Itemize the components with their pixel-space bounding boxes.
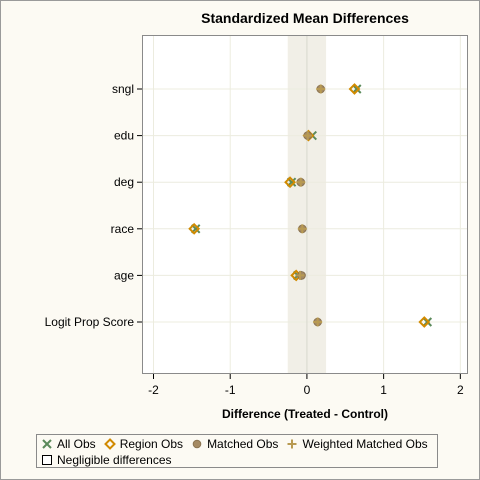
legend-item-region-obs: Region Obs bbox=[103, 437, 184, 451]
point-all-obs bbox=[352, 84, 362, 94]
point-region-obs bbox=[284, 176, 296, 189]
legend-label: All Obs bbox=[57, 437, 96, 451]
x-tick-label: 0 bbox=[304, 383, 311, 397]
y-tick-label: edu bbox=[114, 129, 134, 143]
legend-item-weighted-matched-obs: Weighted Matched Obs bbox=[286, 437, 428, 451]
x-tick-label: 1 bbox=[380, 383, 387, 397]
legend-item-negligible: Negligible differences bbox=[41, 453, 172, 467]
point-region-obs bbox=[348, 83, 361, 95]
y-tick-label: sngl bbox=[112, 82, 134, 96]
legend-item-all-obs: All Obs bbox=[41, 437, 96, 451]
point-weighted-matched-obs bbox=[316, 84, 326, 94]
negligible-swatch-icon bbox=[42, 455, 52, 465]
x-tick-label: -2 bbox=[148, 383, 159, 397]
legend-label: Matched Obs bbox=[207, 437, 279, 451]
legend-marker-icon bbox=[42, 439, 52, 449]
y-tick-label: age bbox=[114, 268, 134, 282]
y-tick-label: race bbox=[111, 222, 135, 236]
legend-label: Weighted Matched Obs bbox=[302, 437, 428, 451]
point-region-obs bbox=[188, 222, 201, 235]
legend-marker-icon bbox=[192, 439, 202, 449]
legend-label: Region Obs bbox=[119, 437, 184, 451]
chart-title: Standardized Mean Differences bbox=[201, 10, 409, 26]
legend-item-matched-obs: Matched Obs bbox=[191, 437, 278, 451]
x-tick-label: 2 bbox=[457, 383, 464, 397]
point-weighted-matched-obs bbox=[297, 224, 307, 234]
point-all-obs bbox=[422, 317, 433, 327]
point-weighted-matched-obs bbox=[295, 270, 305, 280]
legend-marker-icon bbox=[287, 439, 297, 449]
y-tick-label: deg bbox=[114, 175, 134, 189]
x-axis-label: Difference (Treated - Control) bbox=[222, 407, 388, 421]
legend: All Obs Region Obs Matched Obs Weighted Mat… bbox=[36, 434, 438, 468]
y-tick-label: Logit Prop Score bbox=[45, 315, 135, 329]
point-weighted-matched-obs bbox=[313, 317, 323, 327]
point-weighted-matched-obs bbox=[296, 177, 306, 187]
point-weighted-matched-obs bbox=[303, 131, 313, 141]
x-tick-label: -1 bbox=[225, 383, 236, 397]
legend-marker-icon bbox=[103, 438, 116, 450]
legend-label-negligible: Negligible differences bbox=[57, 453, 172, 467]
point-region-obs bbox=[418, 316, 431, 328]
